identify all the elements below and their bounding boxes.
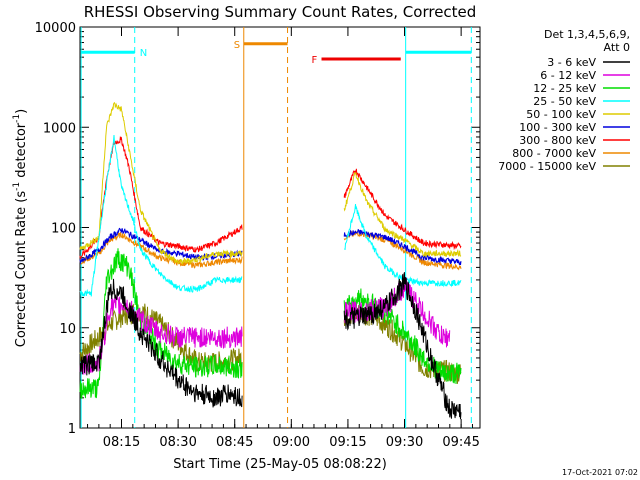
y-tick-label: 10000 (35, 21, 76, 36)
state-bar-label: N (140, 48, 147, 59)
y-tick-label: 100 (51, 222, 76, 237)
y-tick-label: 1 (68, 422, 76, 437)
legend-title: Det 1,3,4,5,6,9, (544, 28, 630, 41)
legend-label: 6 - 12 keV (540, 69, 596, 82)
series-line-300_800keV (343, 168, 462, 251)
series-line-3_6keV (343, 272, 462, 420)
x-axis-label: Start Time (25-May-05 08:08:22) (173, 457, 387, 472)
footer-date: 17-Oct-2021 07:02 (562, 468, 638, 477)
legend-label: 12 - 25 keV (533, 82, 596, 95)
series-line-12_25keV (343, 288, 462, 385)
y-tick-label: 10 (59, 322, 76, 337)
x-tick-label: 09:15 (329, 435, 366, 450)
series-line-100_300keV (343, 228, 462, 266)
series-line-6_12keV (79, 295, 243, 375)
x-tick-label: 08:45 (216, 435, 253, 450)
series-line-800_7000keV (79, 230, 243, 269)
series-line-50_100keV (343, 172, 462, 259)
series-line-25_50keV (79, 134, 243, 298)
legend-label: 50 - 100 keV (526, 108, 596, 121)
legend-label: 3 - 6 keV (547, 56, 596, 69)
series-line-100_300keV (79, 227, 243, 264)
legend-label: 300 - 800 keV (519, 134, 596, 147)
chart-title: RHESSI Observing Summary Count Rates, Co… (84, 3, 477, 21)
series-line-3_6keV (79, 278, 243, 408)
legend-label: 100 - 300 keV (519, 121, 596, 134)
x-tick-label: 09:30 (386, 435, 423, 450)
series-line-6_12keV (343, 277, 451, 348)
x-tick-label: 09:45 (442, 435, 479, 450)
x-tick-label: 08:15 (103, 435, 140, 450)
legend-label: 7000 - 15000 keV (498, 160, 596, 173)
series-line-800_7000keV (343, 230, 462, 271)
x-tick-label: 08:30 (159, 435, 196, 450)
y-tick-label: 1000 (43, 121, 76, 136)
legend-label: 25 - 50 keV (533, 95, 596, 108)
series-line-50_100keV (79, 101, 243, 266)
x-tick-label: 09:00 (273, 435, 310, 450)
plot-area: 1 10 100 1000 10000 08:15 08:30 08:45 09:00 09:15… (35, 21, 481, 450)
y-axis-label: Corrected Count Rate (s-1 detector-1) (12, 109, 29, 347)
state-bar-label: S (234, 40, 240, 51)
legend-label: 800 - 7000 keV (512, 147, 596, 160)
legend-title: Att 0 (604, 41, 630, 54)
state-bar-label: F (312, 55, 318, 66)
